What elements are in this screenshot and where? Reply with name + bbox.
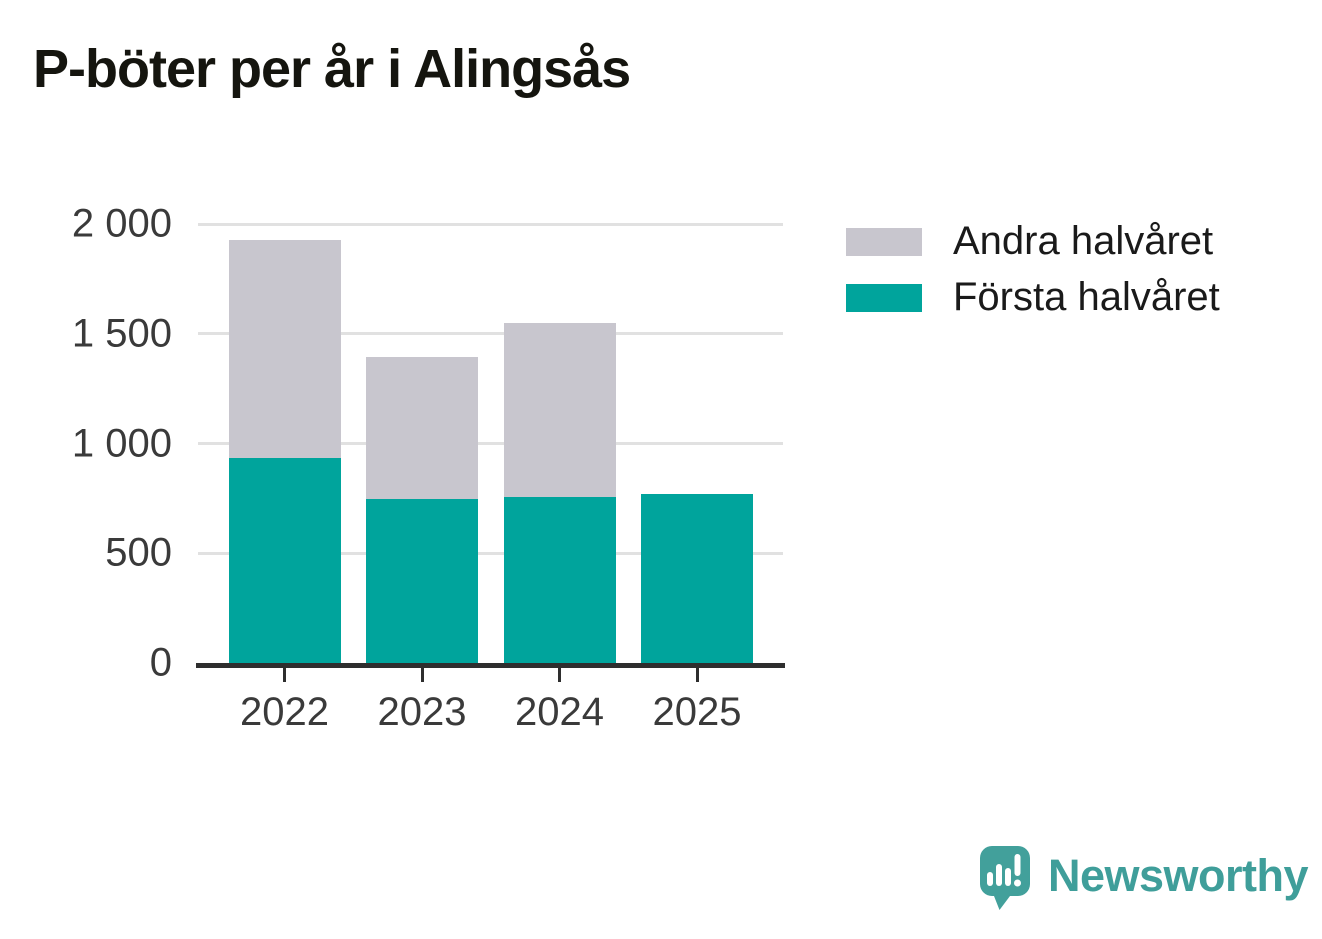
x-tick-label-2024: 2024 (515, 690, 604, 734)
y-tick-label-500: 500 (105, 530, 172, 575)
x-axis-line (196, 663, 785, 668)
legend-label: Andra halvåret (953, 219, 1214, 263)
legend-item-andra-halv-ret: Andra halvåret (846, 219, 1213, 264)
newsworthy-wordmark: Newsworthy (1048, 850, 1309, 901)
gridline-2000 (198, 222, 783, 226)
legend-label: Första halvåret (953, 275, 1220, 319)
bar-2025-f-rsta-halv-ret (641, 493, 753, 663)
gridline-1500 (198, 332, 783, 336)
y-tick-label-0: 0 (149, 640, 172, 685)
y-tick-label-2000: 2 000 (71, 201, 172, 246)
x-tick-label-2025: 2025 (652, 690, 742, 734)
x-tick-2025 (695, 668, 699, 682)
x-tick-label-2022: 2022 (240, 690, 329, 734)
newsworthy-bubble-chart-icon (980, 846, 1030, 910)
bar-2022-f-rsta-halv-ret (228, 457, 341, 663)
legend-item-f-rsta-halv-ret: Första halvåret (846, 275, 1220, 320)
x-tick-2024 (558, 668, 561, 682)
gridline-500 (198, 551, 783, 555)
y-tick-label-1500: 1 500 (71, 311, 172, 356)
legend-swatch (846, 227, 922, 256)
gridline-1000 (198, 442, 783, 445)
x-tick-2022 (283, 668, 286, 682)
legend-swatch (846, 283, 922, 312)
x-tick-2023 (420, 668, 424, 682)
chart-title: P-böter per år i Alingsås (33, 39, 631, 99)
bar-2024-f-rsta-halv-ret (503, 497, 616, 663)
bar-2023-andra-halv-ret (366, 356, 478, 500)
bar-2022-andra-halv-ret (228, 240, 341, 458)
bar-2024-andra-halv-ret (503, 322, 616, 498)
x-tick-label-2023: 2023 (377, 690, 467, 734)
bar-2023-f-rsta-halv-ret (366, 499, 478, 663)
y-tick-label-1000: 1 000 (71, 421, 172, 465)
newsworthy-logo: Newsworthy (980, 846, 1309, 912)
